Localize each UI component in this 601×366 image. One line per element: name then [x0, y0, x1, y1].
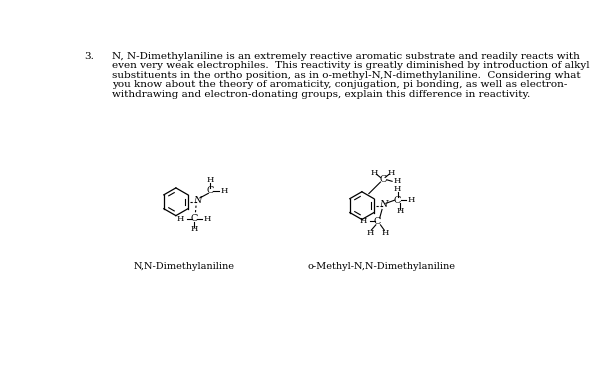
- Text: withdrawing and electron-donating groups, explain this difference in reactivity.: withdrawing and electron-donating groups…: [112, 90, 531, 99]
- Text: H: H: [394, 186, 401, 194]
- Text: C: C: [379, 175, 386, 184]
- Text: H: H: [394, 177, 401, 185]
- Text: N: N: [379, 199, 388, 209]
- Text: N: N: [194, 196, 202, 205]
- Text: C: C: [394, 196, 401, 205]
- Text: 3.: 3.: [84, 52, 94, 61]
- Text: H: H: [367, 229, 374, 236]
- Text: o-Methyl-N,N-Dimethylaniline: o-Methyl-N,N-Dimethylaniline: [307, 262, 455, 271]
- Text: H: H: [204, 215, 211, 223]
- Text: H: H: [360, 217, 367, 225]
- Text: C: C: [206, 187, 214, 195]
- Text: substituents in the ortho position, as in o-methyl-N,N-dimethylaniline.  Conside: substituents in the ortho position, as i…: [112, 71, 581, 80]
- Text: C: C: [191, 214, 198, 223]
- Text: C: C: [374, 217, 381, 225]
- Text: N,N-Dimethylaniline: N,N-Dimethylaniline: [133, 262, 234, 271]
- Text: H: H: [371, 169, 378, 177]
- Text: even very weak electrophiles.  This reactivity is greatly diminished by introduc: even very weak electrophiles. This react…: [112, 61, 590, 70]
- Text: H: H: [206, 176, 214, 184]
- Text: H: H: [191, 225, 198, 234]
- Text: N, N-Dimethylaniline is an extremely reactive aromatic substrate and readily rea: N, N-Dimethylaniline is an extremely rea…: [112, 52, 580, 61]
- Text: H: H: [388, 169, 395, 177]
- Text: H: H: [220, 187, 227, 195]
- Text: H: H: [177, 215, 185, 223]
- Text: you know about the theory of aromaticity, conjugation, pi bonding, as well as el: you know about the theory of aromaticity…: [112, 81, 568, 90]
- Text: H: H: [382, 229, 389, 236]
- Text: H: H: [396, 207, 403, 215]
- Text: H: H: [407, 196, 415, 204]
